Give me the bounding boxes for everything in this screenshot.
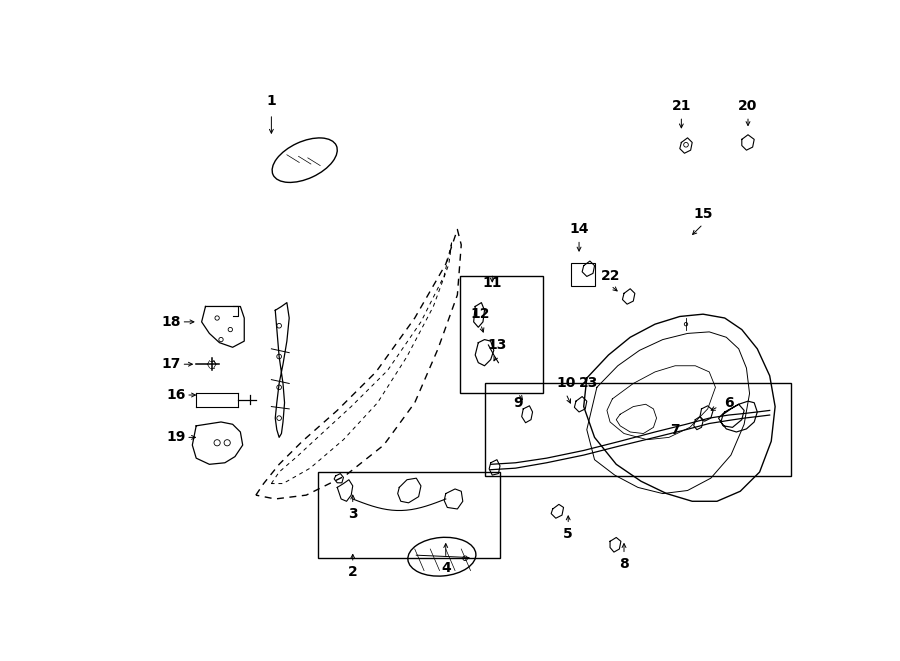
Text: 18: 18 [162,315,181,329]
Text: 19: 19 [166,430,185,444]
Text: 12: 12 [471,307,491,321]
Text: 16: 16 [166,388,185,402]
Text: 21: 21 [671,99,691,113]
Text: 11: 11 [482,276,502,290]
Bar [572,262,595,286]
Text: 5: 5 [563,527,573,541]
Text: 20: 20 [738,99,758,113]
Text: 22: 22 [601,268,621,283]
Text: 4: 4 [441,561,451,575]
Text: 7: 7 [670,422,680,437]
Text: 15: 15 [693,207,713,221]
Text: 14: 14 [570,223,589,237]
Text: 17: 17 [162,357,181,371]
Bar [318,472,500,559]
Text: 13: 13 [487,338,507,352]
Text: 2: 2 [348,565,357,579]
Text: 8: 8 [619,557,629,571]
Bar [484,383,790,476]
Bar [461,276,544,393]
Text: 10: 10 [556,377,576,391]
Text: 1: 1 [266,94,276,108]
Text: 9: 9 [513,396,523,410]
Text: 23: 23 [579,377,598,391]
Text: 6: 6 [724,396,734,410]
Text: 3: 3 [348,508,357,522]
